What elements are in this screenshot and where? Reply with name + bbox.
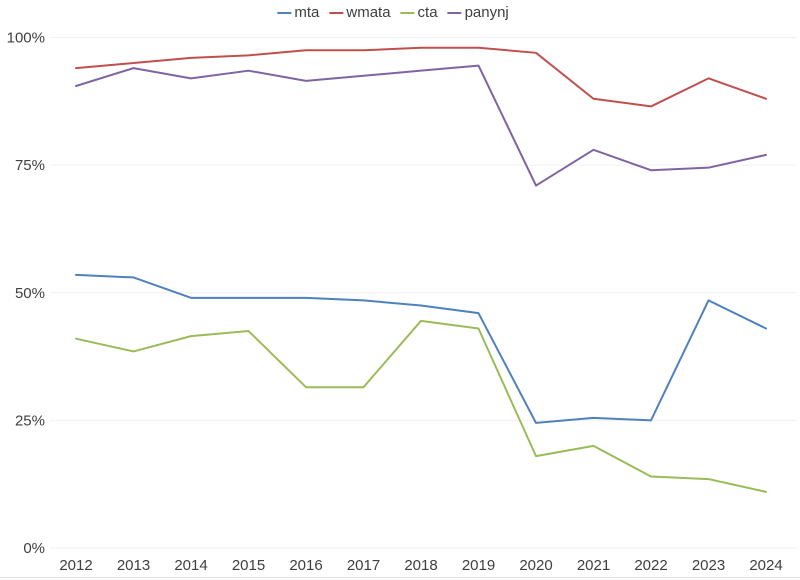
y-axis-tick-label: 50%: [15, 285, 45, 302]
y-axis-tick-label: 75%: [15, 157, 45, 174]
legend-swatch-cta: [400, 12, 415, 14]
series-line-cta: [75, 319, 767, 493]
legend-item-panynj: panynj: [447, 4, 509, 22]
legend-label-wmata: wmata: [346, 4, 391, 21]
legend-swatch-wmata: [329, 12, 344, 14]
x-axis-tick-label: 2018: [404, 557, 437, 574]
y-axis-tick-label: 0%: [23, 540, 45, 557]
y-axis-tick-label: 100%: [7, 30, 45, 47]
legend-label-mta: mta: [294, 4, 320, 21]
chart-legend: mta wmata cta panynj: [277, 4, 509, 22]
x-axis-tick-label: 2016: [289, 557, 322, 574]
series-line-panynj: [75, 64, 767, 187]
x-axis-tick-label: 2019: [462, 557, 495, 574]
series-line-mta: [75, 273, 767, 424]
legend-item-cta: cta: [400, 4, 438, 22]
x-axis-tick-label: 2020: [519, 557, 552, 574]
x-axis-tick-label: 2024: [749, 557, 782, 574]
legend-swatch-mta: [277, 12, 292, 14]
x-axis-tick-label: 2014: [174, 557, 207, 574]
x-axis-tick-label: 2023: [692, 557, 725, 574]
x-axis-tick-label: 2022: [634, 557, 667, 574]
series-line-wmata: [75, 46, 767, 108]
legend-label-panynj: panynj: [464, 4, 509, 21]
x-axis-tick-label: 2021: [577, 557, 610, 574]
x-axis-tick-label: 2012: [59, 557, 92, 574]
x-axis-tick-label: 2013: [117, 557, 150, 574]
y-axis-tick-label: 25%: [15, 412, 45, 429]
legend-swatch-panynj: [447, 12, 462, 14]
x-axis-tick-label: 2015: [232, 557, 265, 574]
legend-item-wmata: wmata: [329, 4, 391, 22]
legend-label-cta: cta: [417, 4, 438, 21]
legend-item-mta: mta: [277, 4, 319, 22]
x-axis-tick-label: 2017: [347, 557, 380, 574]
